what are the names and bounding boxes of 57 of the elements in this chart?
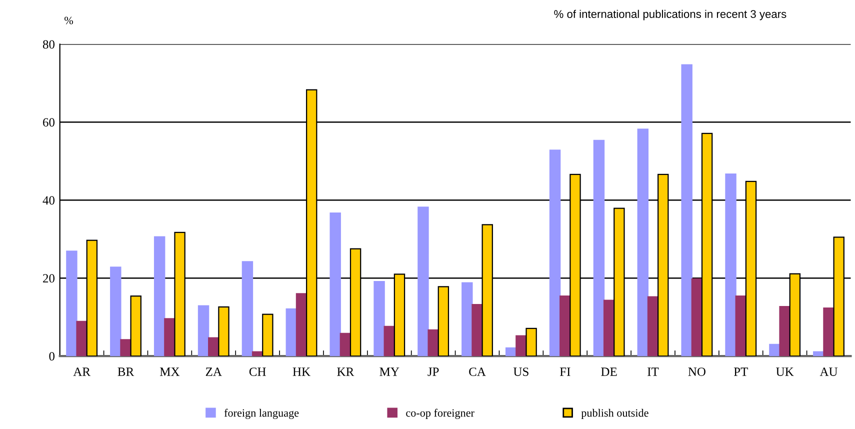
x-tick-label: JP: [428, 368, 439, 376]
bar: [418, 206, 429, 356]
bar: [526, 328, 537, 356]
legend-label: co-op foreigner: [406, 408, 474, 419]
y-tick-label: 20: [43, 274, 55, 283]
bar: [779, 306, 790, 356]
bar: [681, 64, 692, 356]
legend-label: publish outside: [581, 408, 648, 419]
bar: [262, 314, 274, 356]
bar: [208, 337, 220, 356]
x-tick-label: MY: [380, 368, 400, 376]
x-tick-label: AR: [73, 368, 90, 376]
x-tick-label: DE: [601, 368, 617, 376]
bar: [218, 306, 230, 356]
y-tick-label: 40: [42, 196, 55, 205]
bar: [438, 286, 450, 356]
bar: [242, 261, 254, 356]
bar: [813, 351, 824, 356]
bar: [472, 304, 483, 356]
bar: [120, 339, 132, 356]
x-tick-label: PT: [734, 368, 748, 376]
x-tick-label: CA: [469, 368, 486, 376]
x-tick-label: UK: [776, 368, 794, 376]
legend-label: foreign language: [224, 408, 299, 419]
y-tick-label: 80: [42, 40, 55, 49]
bar: [462, 282, 473, 356]
bar: [374, 281, 385, 356]
x-tick-label: CH: [249, 368, 266, 376]
bar: [110, 266, 122, 356]
bar: [130, 295, 142, 356]
x-tick-label: IT: [648, 368, 659, 376]
bar: [76, 320, 88, 356]
bar: [637, 128, 649, 356]
bar: [428, 329, 439, 356]
bar: [823, 308, 834, 356]
x-tick-label: KR: [337, 368, 354, 376]
bar: [66, 250, 78, 356]
bar: [516, 335, 527, 356]
x-tick-label: NO: [688, 368, 706, 376]
x-tick-label: HK: [292, 368, 310, 376]
x-tick-label: BR: [118, 368, 134, 376]
bar: [154, 236, 166, 356]
x-tick-label: ZA: [206, 368, 222, 376]
bar: [330, 212, 341, 356]
y-tick-label: 60: [43, 118, 55, 127]
bar: [549, 150, 561, 356]
bar: [198, 305, 210, 356]
bar: [593, 140, 605, 356]
bar: [252, 351, 264, 356]
bar: [725, 173, 736, 356]
x-tick-label: US: [513, 368, 528, 376]
chart-title: % of international publications in recent 3 years: [554, 10, 786, 20]
x-tick-label: FI: [560, 368, 570, 376]
y-tick-label: 0: [49, 352, 55, 361]
y-axis-title: %: [64, 16, 73, 24]
x-tick-label: AU: [820, 368, 838, 376]
x-tick-label: MX: [160, 368, 180, 376]
